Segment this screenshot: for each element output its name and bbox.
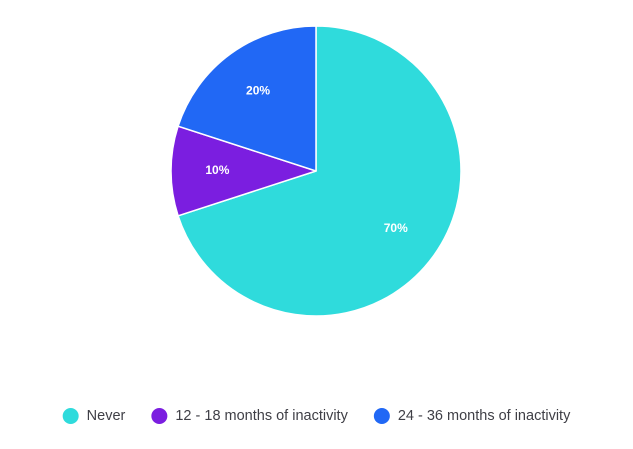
chart-legend: Never 12 - 18 months of inactivity 24 - 36…: [62, 408, 571, 424]
pie-slice-labels: 70% 10% 20%: [205, 83, 408, 235]
legend-label: Never: [87, 408, 126, 424]
pie-slice-24-36-months-of-inactivity: [177, 25, 317, 172]
legend-marker: [373, 408, 390, 424]
slice-value-label: 20%: [246, 83, 270, 97]
legend-label: 24 - 36 months of inactivity: [398, 408, 571, 424]
slice-value-label: 10%: [205, 163, 229, 177]
pie-slice-12-18-months-of-inactivity: [170, 125, 317, 217]
slice-value-label: 70%: [384, 221, 408, 235]
legend-marker: [62, 408, 79, 424]
pie-slices: [170, 25, 462, 317]
pie-slice-never: [177, 25, 462, 317]
legend-label: 12 - 18 months of inactivity: [175, 408, 348, 424]
legend-marker: [151, 408, 168, 424]
